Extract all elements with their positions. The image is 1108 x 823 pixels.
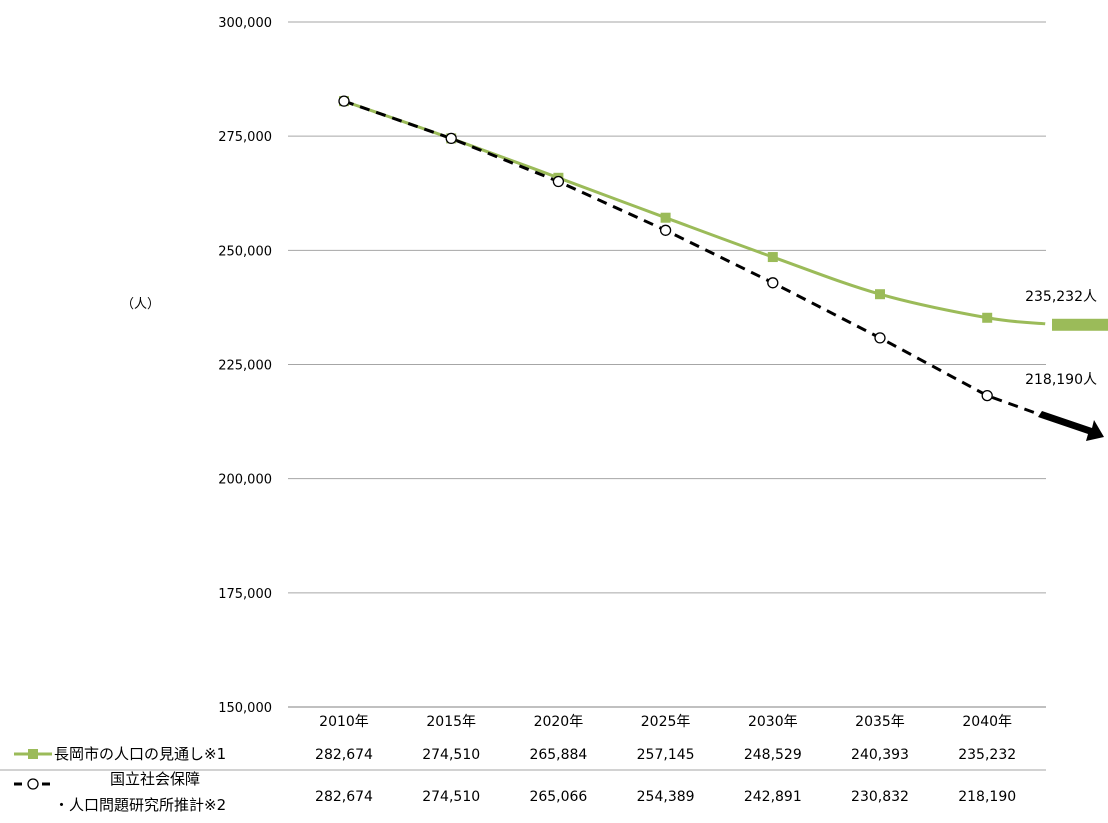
- data-table: 2010年 2015年 2020年 2025年 2030年 2035年 2040年長岡市の人…: [0, 714, 1046, 814]
- table-cell: 282,674: [315, 789, 373, 805]
- table-cell: 242,891: [744, 789, 802, 805]
- category-label: 2025年: [641, 714, 691, 730]
- y-tick-label: 250,000: [218, 244, 272, 259]
- grid-layer: [288, 21, 1046, 708]
- series-line-ipss: [343, 99, 1038, 416]
- ipss-marker: [874, 332, 886, 344]
- ipss-marker: [981, 389, 993, 402]
- category-label: 2030年: [748, 714, 798, 730]
- ipss-marker: [445, 132, 457, 145]
- ipss-marker: [338, 95, 350, 107]
- table-cell: 235,232: [958, 747, 1016, 763]
- table-cell: 230,832: [851, 789, 909, 805]
- category-label: 2020年: [534, 714, 584, 730]
- ipss-marker: [767, 277, 779, 289]
- ipss-marker: [659, 224, 672, 236]
- y-unit-label: （人）: [121, 297, 160, 312]
- y-tick-label: 275,000: [218, 130, 272, 145]
- ipss-projection-arrow: [1038, 411, 1104, 441]
- y-tick-label: 300,000: [218, 16, 272, 31]
- table-cell: 254,389: [637, 789, 695, 805]
- ipss-marker: [552, 175, 565, 188]
- table-cell: 274,510: [422, 747, 480, 763]
- y-tick-label: 200,000: [218, 473, 272, 488]
- nagaoka-marker: [767, 252, 778, 263]
- y-tick-label: 225,000: [218, 359, 272, 374]
- legend-marker-nagaoka: [28, 749, 38, 759]
- nagaoka-marker: [982, 312, 993, 323]
- category-label: 2035年: [855, 714, 905, 730]
- table-cell: 248,529: [744, 747, 802, 763]
- series-layer: [338, 95, 1108, 441]
- black-end-annotation: 218,190人: [1025, 372, 1097, 388]
- table-cell: 257,145: [637, 747, 695, 763]
- category-label: 2040年: [962, 714, 1012, 730]
- table-cell: 282,674: [315, 747, 373, 763]
- table-cell: 218,190: [958, 789, 1016, 805]
- y-axis: 150,000 175,000 200,000 225,000 250,000 275,0…: [218, 16, 272, 716]
- legend-label-ipss-line2: ・人口問題研究所推計※2: [54, 796, 226, 814]
- legend-label-nagaoka: 長岡市の人口の見通し※1: [54, 745, 226, 763]
- y-tick-label: 150,000: [218, 701, 272, 716]
- nagaoka-marker: [660, 212, 671, 223]
- nagaoka-projection-bar: [1052, 318, 1108, 331]
- annotations: 235,232人 218,190人: [1025, 289, 1097, 388]
- nagaoka-marker: [875, 289, 885, 300]
- category-label: 2010年: [319, 714, 369, 730]
- y-tick-label: 175,000: [218, 587, 272, 602]
- legend-label-ipss-line1: 国立社会保障: [110, 770, 200, 788]
- table-cell: 265,066: [529, 789, 587, 805]
- green-end-annotation: 235,232人: [1025, 289, 1097, 305]
- table-cell: 274,510: [422, 789, 480, 805]
- table-cell: 265,884: [529, 747, 587, 763]
- category-label: 2015年: [426, 714, 476, 730]
- legend-marker-ipss: [27, 778, 39, 790]
- table-cell: 240,393: [851, 747, 909, 763]
